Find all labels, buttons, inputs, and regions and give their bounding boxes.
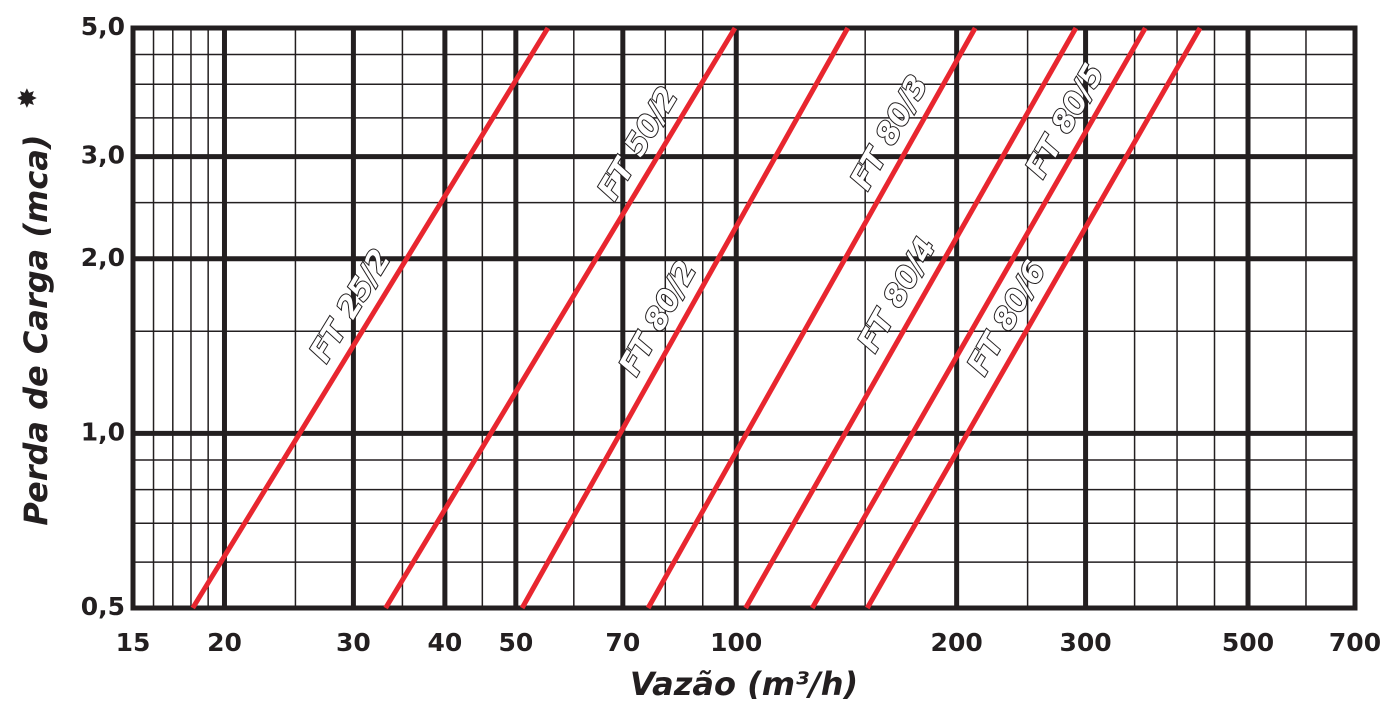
x-tick-label: 40 (427, 628, 462, 657)
y-tick-label: 2,0 (81, 243, 125, 272)
plot-area (133, 28, 1355, 608)
y-tick-label: 1,0 (81, 417, 125, 446)
series-line (645, 26, 978, 610)
x-tick-label: 100 (710, 628, 762, 657)
x-tick-label: 70 (605, 628, 640, 657)
y-tick-label: 3,0 (81, 141, 125, 170)
series-line (383, 26, 738, 610)
y-axis-label: Perda de Carga (mca) (17, 134, 55, 525)
y-axis-label-mark: ✸ (16, 85, 38, 115)
x-tick-label: 50 (498, 628, 533, 657)
x-tick-label: 700 (1329, 628, 1381, 657)
series-line (810, 26, 1148, 610)
y-tick-label: 0,5 (81, 592, 125, 621)
x-tick-label: 200 (931, 628, 983, 657)
series-line (190, 26, 551, 610)
y-tick-label: 5,0 (81, 12, 125, 41)
series-line (865, 26, 1203, 610)
x-tick-label: 30 (336, 628, 371, 657)
plot-frame (130, 25, 1358, 611)
series-line (519, 26, 850, 610)
series-line (743, 26, 1079, 610)
x-axis-label: Vazão (m³/h) (630, 665, 858, 703)
x-tick-label: 500 (1222, 628, 1274, 657)
x-tick-label: 300 (1059, 628, 1111, 657)
x-tick-label: 15 (116, 628, 151, 657)
x-tick-label: 20 (207, 628, 242, 657)
